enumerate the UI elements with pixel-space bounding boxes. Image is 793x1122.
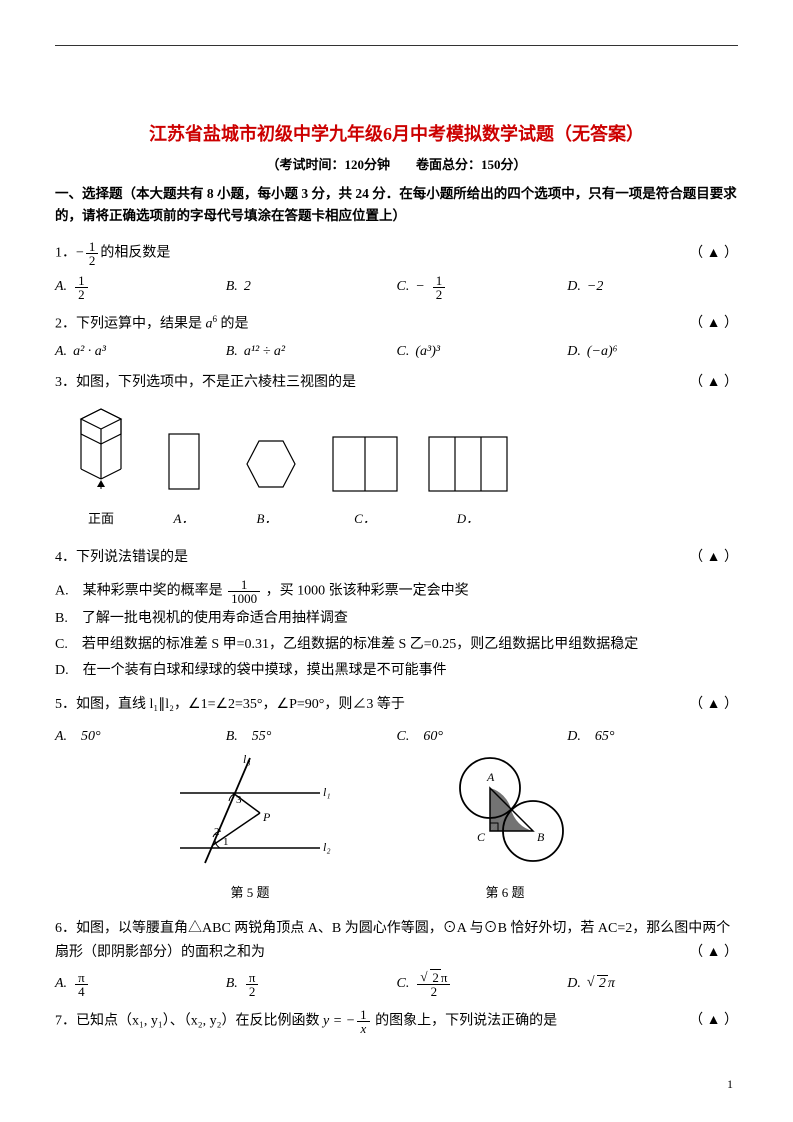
q3-opt-b: B．: [227, 429, 307, 527]
answer-marker: （ ▲ ）: [689, 241, 738, 268]
hexagonal-prism-icon: [61, 404, 141, 499]
svg-text:B: B: [537, 830, 545, 844]
question-5: 5．如图，直线 l₁∥l₂，∠1=∠2=35°，∠P=90°，则∠3 等于 （ …: [55, 692, 738, 719]
q4-opt-c: C. 若甲组数据的标准差 S 甲=0.31，乙组数据的标准差 S 乙=0.25，…: [55, 633, 738, 657]
three-panel-rectangle-icon: [423, 429, 513, 499]
question-1: 1．−12的相反数是 （ ▲ ）: [55, 240, 738, 267]
figure-q5: l₁ l₂ l₃ P 1 2 3 第 5 题: [165, 753, 335, 901]
q7-stem: 7．已知点（x₁, y₁）、（x₂, y₂）在反比例函数 y = −1x 的图象…: [55, 1008, 557, 1035]
figure-q6: A B C 第 6 题: [425, 753, 585, 901]
q3-figures: 正面 A． B． C． D．: [61, 404, 738, 527]
q4-opt-d: D. 在一个装有白球和绿球的袋中摸球，摸出黑球是不可能事件: [55, 659, 738, 683]
q2-options: A.a² · a³ B.a¹² ÷ a² C.(a³)³ D.(−a)⁶: [55, 344, 738, 360]
q4-opt-b: B. 了解一批电视机的使用寿命适合用抽样调查: [55, 607, 738, 631]
svg-text:P: P: [262, 810, 271, 824]
question-6: 6．如图，以等腰直角△ABC 两锐角顶点 A、B 为圆心作等圆，⊙A 与⊙B 恰…: [55, 917, 738, 965]
question-4: 4．下列说法错误的是 （ ▲ ）: [55, 545, 738, 572]
q3-opt-c: C．: [325, 429, 405, 527]
exam-subtitle: （考试时间：120分钟 卷面总分：150分）: [55, 154, 738, 173]
q1-options: A. 12 B. 2 C. −12 D. −2: [55, 274, 738, 301]
question-7: 7．已知点（x₁, y₁）、（x₂, y₂）在反比例函数 y = −1x 的图象…: [55, 1008, 738, 1035]
section-1-head: 一、选择题（本大题共有 8 小题，每小题 3 分，共 24 分．在每小题所给出的…: [55, 183, 738, 226]
two-circles-triangle-icon: A B C: [425, 753, 585, 873]
exam-title: 江苏省盐城市初级中学九年级6月中考模拟数学试题（无答案）: [55, 120, 738, 146]
svg-text:3: 3: [236, 794, 242, 806]
q4-opt-a: A. 某种彩票中奖的概率是 11000 ，买 1000 张该种彩票一定会中奖: [55, 578, 738, 605]
q3-opt-d: D．: [423, 429, 513, 527]
question-2: 2．下列运算中，结果是 a6 的是 （ ▲ ）: [55, 311, 738, 338]
svg-text:l₃: l₃: [243, 753, 251, 766]
figures-5-6: l₁ l₂ l₃ P 1 2 3 第 5 题 A B C 第 6 题: [165, 753, 738, 901]
q6-options: A. π4 B. π2 C. 2π2 D. 2π: [55, 971, 738, 998]
hex-prism-figure: 正面: [61, 404, 141, 527]
svg-text:l₁: l₁: [323, 785, 331, 799]
q3-opt-a: A．: [159, 429, 209, 527]
rectangle-icon: [159, 429, 209, 499]
svg-text:1: 1: [223, 836, 229, 848]
top-rule: [55, 45, 738, 46]
hexagon-icon: [227, 429, 307, 499]
question-3: 3．如图，下列选项中，不是正六棱柱三视图的是 （ ▲ ）: [55, 370, 738, 397]
q5-options: A. 50° B. 55° C. 60° D. 65°: [55, 725, 738, 745]
page-number: 1: [727, 1077, 733, 1092]
parallel-lines-diagram-icon: l₁ l₂ l₃ P 1 2 3: [165, 753, 335, 873]
split-rectangle-icon: [325, 429, 405, 499]
svg-text:A: A: [486, 770, 495, 784]
q2-stem: 2．下列运算中，结果是 a6 的是: [55, 311, 249, 338]
svg-text:l₂: l₂: [323, 840, 331, 854]
svg-text:C: C: [477, 830, 486, 844]
q1-stem: 1．−12的相反数是: [55, 240, 170, 267]
